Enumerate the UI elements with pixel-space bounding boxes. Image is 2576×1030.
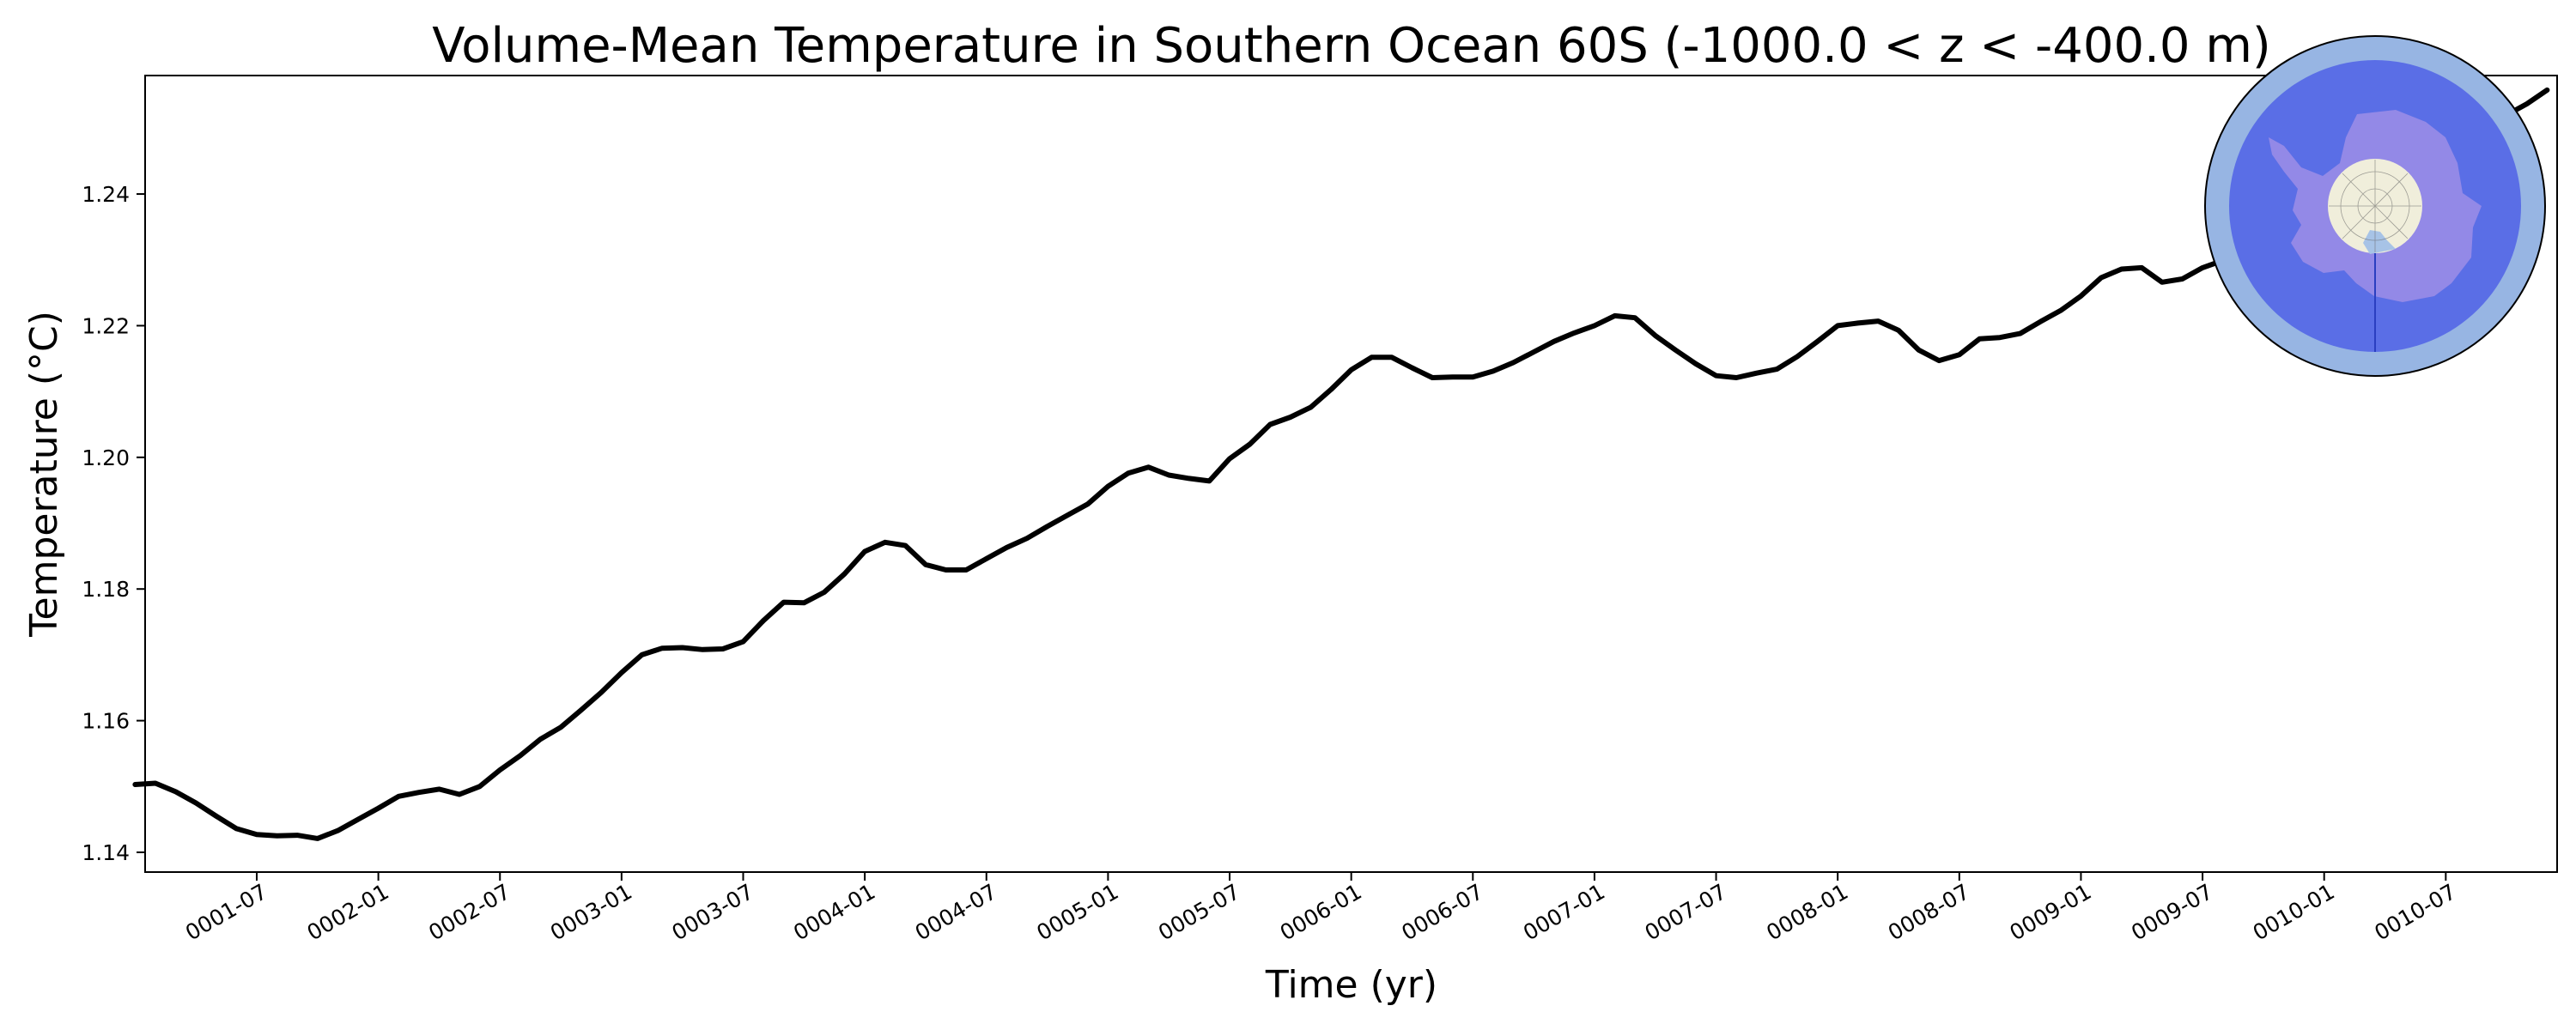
y-tick-label: 1.16 xyxy=(82,709,130,734)
y-axis-ticks: 1.14 1.16 1.18 1.20 1.22 1.24 xyxy=(82,182,145,865)
y-tick-label: 1.20 xyxy=(82,445,130,470)
y-tick-label: 1.14 xyxy=(82,840,130,865)
series-line-temperature xyxy=(132,87,2550,841)
y-axis-label: Temperature (°C) xyxy=(22,311,66,638)
y-tick-label: 1.24 xyxy=(82,182,130,207)
southern-ocean-region-map xyxy=(2204,35,2546,377)
y-tick-label: 1.18 xyxy=(82,577,130,602)
y-tick-label: 1.22 xyxy=(82,313,130,338)
ice-shelf-patch xyxy=(2363,230,2396,254)
x-axis-label: Time (yr) xyxy=(1265,963,1437,1007)
chart-title: Volume-Mean Temperature in Southern Ocea… xyxy=(432,18,2270,74)
map-graticule xyxy=(2329,160,2421,252)
